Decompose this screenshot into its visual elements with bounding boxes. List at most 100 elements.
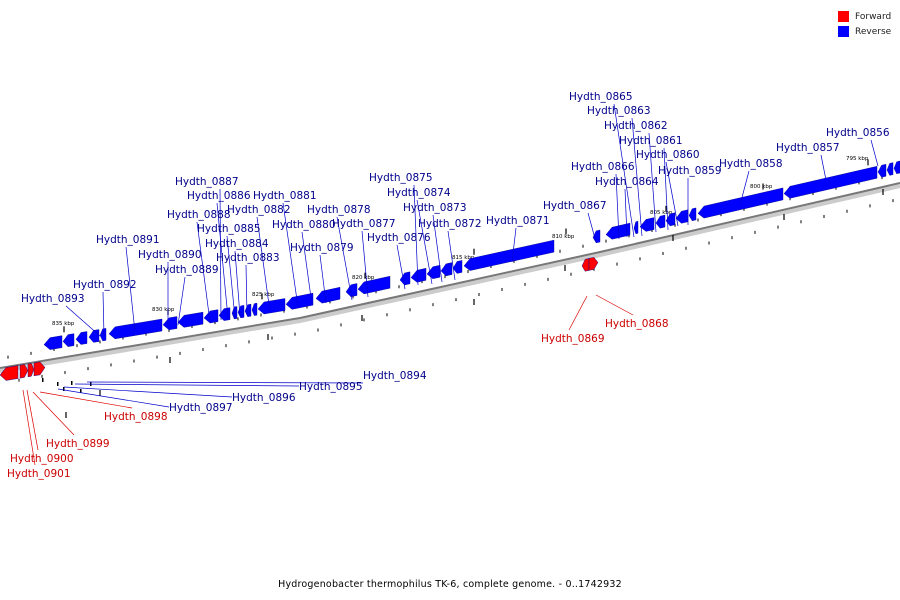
- reverse-gene-arrow: [463, 239, 555, 271]
- forward-leader-line: [32, 391, 75, 436]
- reverse-gene-arrow: [251, 302, 258, 316]
- genome-backbone: [0, 182, 900, 373]
- reverse-leader-line: [65, 305, 101, 337]
- reverse-gene-label: Hydth_0871: [486, 215, 550, 227]
- reverse-gene-arrow: [452, 260, 463, 274]
- reverse-gene-label: Hydth_0864: [595, 176, 659, 188]
- reverse-leader-line: [587, 212, 597, 243]
- reverse-leader-line: [432, 214, 443, 283]
- reverse-swatch: [838, 26, 849, 37]
- reverse-leader-line: [219, 188, 222, 321]
- scale-label: 835 kbp: [52, 321, 75, 327]
- reverse-gene-arrow: [639, 217, 655, 232]
- reverse-gene-arrow: [592, 229, 601, 244]
- reverse-leader-line: [631, 117, 643, 237]
- forward-leader-line: [595, 294, 634, 316]
- reverse-gene-arrow: [399, 271, 411, 286]
- reverse-gene-label: Hydth_0874: [387, 187, 451, 199]
- reverse-leader-line: [613, 103, 635, 238]
- reverse-gene-label: Hydth_0858: [719, 158, 783, 170]
- backbone-shadow: [0, 184, 900, 373]
- reverse-gene-label: Hydth_0894: [363, 370, 427, 382]
- reverse-gene-label: Hydth_0878: [307, 204, 371, 216]
- reverse-gene-arrow: [783, 166, 878, 199]
- forward-leader-line: [39, 391, 133, 409]
- forward-gene-label: Hydth_0868: [605, 318, 669, 330]
- legend-reverse-label: Reverse: [855, 26, 892, 37]
- forward-gene-arrow: [27, 363, 35, 378]
- reverse-gene-label: Hydth_0879: [290, 242, 354, 254]
- reverse-gene-label: Hydth_0883: [216, 252, 280, 264]
- reverse-gene-arrow: [244, 303, 252, 317]
- reverse-gene-label: Hydth_0876: [367, 232, 431, 244]
- forward-gene-label: Hydth_0869: [541, 333, 605, 345]
- reverse-leader-line: [196, 221, 211, 323]
- reverse-gene-label: Hydth_0890: [138, 249, 202, 261]
- reverse-gene-arrow: [605, 222, 631, 240]
- reverse-gene-arrow: [203, 309, 219, 324]
- reverse-gene-arrow: [655, 214, 666, 229]
- reverse-leader-line: [615, 173, 620, 240]
- reverse-leader-line: [63, 386, 233, 398]
- reverse-leader-line: [416, 199, 433, 285]
- reverse-gene-label: Hydth_0897: [169, 402, 233, 414]
- scale-label: 805 kbp: [650, 210, 673, 216]
- reverse-gene-label: Hydth_0860: [636, 149, 700, 161]
- label-leader-lines: [22, 103, 879, 466]
- scale-label: 820 kbp: [352, 275, 375, 281]
- reverse-gene-arrow: [162, 316, 178, 331]
- reverse-leader-line: [245, 264, 248, 316]
- reverse-leader-line: [511, 227, 517, 263]
- reverse-leader-line: [413, 184, 419, 286]
- reverse-gene-arrow: [893, 160, 900, 174]
- reverse-gene-arrow: [88, 329, 100, 343]
- reverse-gene-arrow: [675, 209, 689, 224]
- forward-gene-label: Hydth_0901: [7, 468, 71, 480]
- reverse-gene-arrow: [177, 311, 204, 328]
- reverse-gene-label: Hydth_0866: [571, 161, 635, 173]
- reverse-leader-line: [739, 170, 750, 206]
- forward-gene-label: Hydth_0898: [104, 411, 168, 423]
- reverse-gene-label: Hydth_0867: [543, 200, 607, 212]
- reverse-gene-label: Hydth_0865: [569, 91, 633, 103]
- reverse-leader-line: [234, 250, 241, 317]
- reverse-leader-line: [256, 216, 271, 313]
- genome-caption: Hydrogenobacter thermophilus TK-6, compl…: [278, 579, 622, 590]
- gene-labels: Hydth_0856 Hydth_0857 Hydth_0858Hydth_0859…: [7, 91, 890, 480]
- legend: Forward Reverse: [838, 9, 891, 39]
- reverse-gene-arrow: [237, 305, 245, 319]
- small-feature-mark: [42, 378, 44, 382]
- reverse-gene-label: Hydth_0877: [332, 218, 396, 230]
- reverse-gene-arrow: [345, 283, 358, 298]
- reverse-gene-label: Hydth_0889: [155, 264, 219, 276]
- backbone-line: [0, 182, 900, 369]
- reverse-gene-label: Hydth_0895: [299, 381, 363, 393]
- gene-features: [0, 160, 900, 393]
- forward-leader-line: [26, 389, 39, 451]
- reverse-leader-line: [177, 276, 186, 326]
- scale-label: 795 kbp: [846, 156, 869, 162]
- reverse-gene-label: Hydth_0886: [187, 190, 251, 202]
- scale-label: 815 kbp: [452, 255, 475, 261]
- reverse-gene-arrow: [99, 328, 107, 342]
- scale-labels: 835 kbp 830 kbp 825 kbp 820 kbp 815 kbp 810 k…: [52, 156, 869, 327]
- reverse-gene-arrow: [633, 221, 639, 235]
- forward-gene-arrow: [588, 257, 599, 271]
- forward-gene-arrow: [33, 361, 46, 377]
- reverse-leader-line: [870, 139, 879, 167]
- forward-gene-label: Hydth_0899: [46, 438, 110, 450]
- reverse-gene-arrow: [43, 335, 63, 350]
- reverse-leader-line: [361, 230, 369, 298]
- reverse-leader-line: [125, 246, 136, 333]
- reverse-gene-arrow: [315, 286, 341, 304]
- small-feature-mark: [63, 387, 65, 391]
- small-feature-mark: [80, 389, 82, 393]
- reverse-leader-line: [820, 154, 827, 181]
- small-feature-mark: [57, 382, 59, 386]
- reverse-leader-line: [336, 216, 353, 301]
- reverse-gene-label: Hydth_0875: [369, 172, 433, 184]
- reverse-gene-label: Hydth_0880: [272, 219, 336, 231]
- reverse-leader-line: [102, 291, 105, 337]
